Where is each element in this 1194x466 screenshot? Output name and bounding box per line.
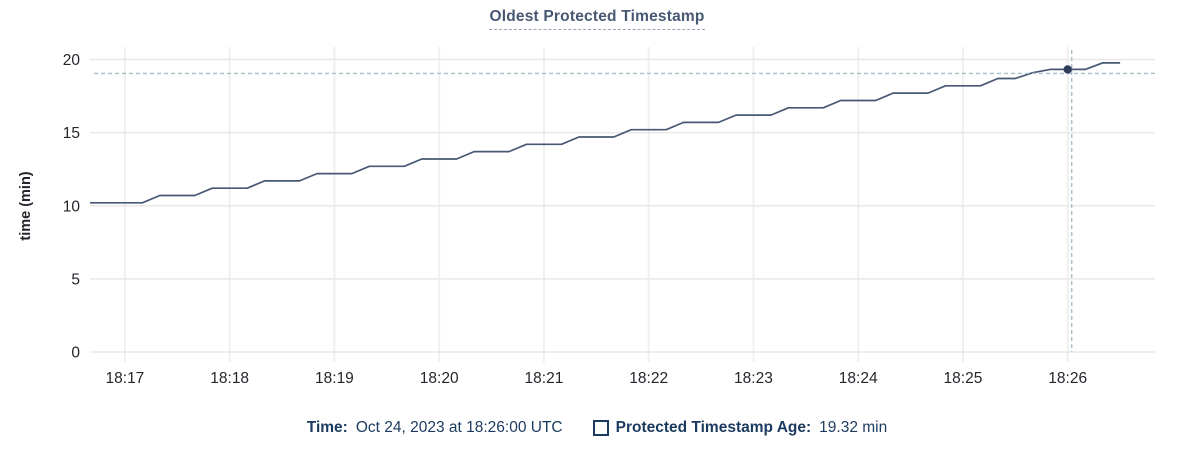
- y-tick-label: 20: [63, 52, 81, 69]
- tooltip-time-label: Time:: [306, 419, 348, 436]
- series-swatch[interactable]: [592, 420, 609, 436]
- y-tick-label: 0: [71, 345, 80, 362]
- tooltip-time: Time: Oct 24, 2023 at 18:26:00 UTC: [307, 419, 563, 437]
- x-tick-label: 18:20: [420, 370, 459, 387]
- x-tick-label: 18:21: [525, 370, 564, 387]
- x-tick-label: 18:18: [210, 370, 249, 387]
- x-tick-label: 18:17: [106, 370, 145, 387]
- series-value: 19.32 min: [819, 419, 888, 436]
- x-tick-label: 18:23: [734, 370, 773, 387]
- series-label: Protected Timestamp Age:: [615, 419, 812, 436]
- x-tick-label: 18:26: [1048, 370, 1087, 387]
- tooltip-time-value: Oct 24, 2023 at 18:26:00 UTC: [355, 419, 563, 436]
- crosshair-dot: [1063, 65, 1072, 74]
- x-tick-label: 18:25: [944, 370, 983, 387]
- x-tick-label: 18:24: [839, 370, 878, 387]
- x-tick-label: 18:22: [629, 370, 668, 387]
- series-line: [90, 62, 1121, 204]
- chart-plot-area[interactable]: 18:17 18:18 18:19 18:20 18:21 18:22 18:23 18:24…: [0, 0, 1194, 410]
- chart-title-row: Oldest Protected Timestamp: [0, 8, 1194, 30]
- y-axis-title: time (min): [18, 171, 34, 240]
- chart-title[interactable]: Oldest Protected Timestamp: [489, 8, 705, 30]
- y-tick-label: 15: [63, 125, 80, 142]
- chart-tooltip-legend: Time: Oct 24, 2023 at 18:26:00 UTC Prote…: [0, 419, 1194, 437]
- y-tick-label: 5: [71, 271, 80, 288]
- x-tick-label: 18:19: [315, 370, 354, 387]
- y-tick-label: 10: [63, 198, 81, 215]
- legend-item-protected-timestamp-age[interactable]: Protected Timestamp Age: 19.32 min: [592, 419, 888, 437]
